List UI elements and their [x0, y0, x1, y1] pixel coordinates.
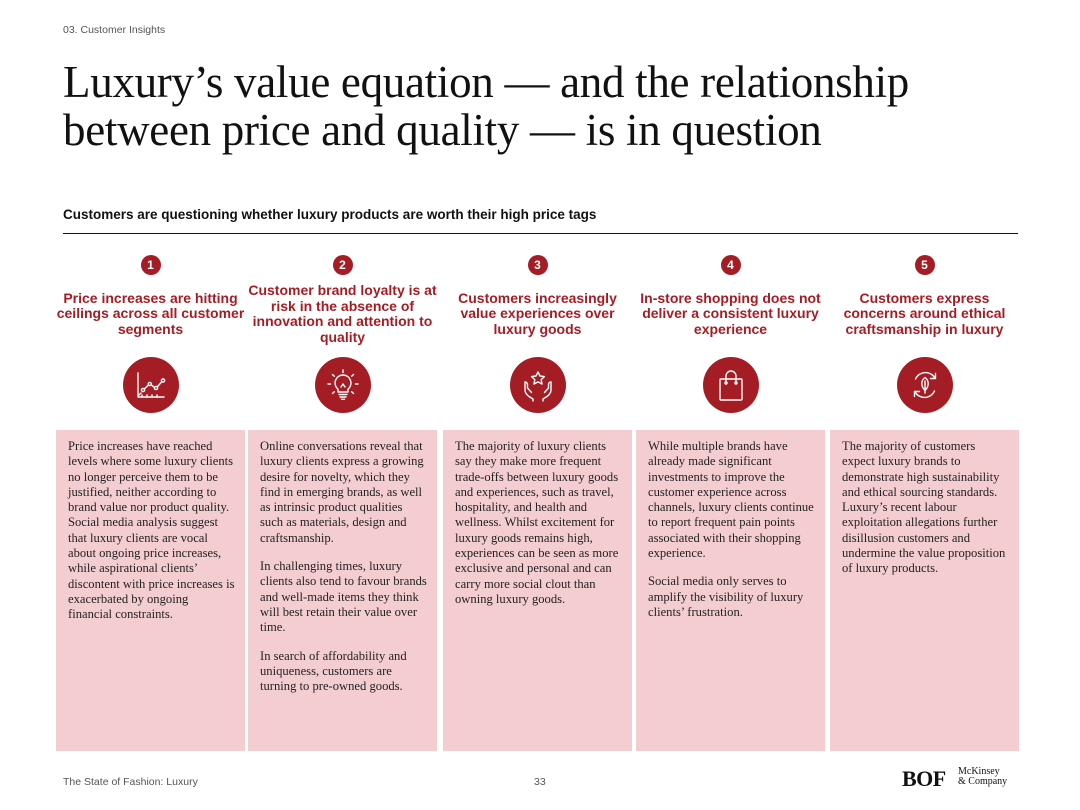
recycle-leaf-icon — [896, 357, 953, 413]
section-label: 03. Customer Insights — [63, 24, 166, 36]
card-paragraph: Online conversations reveal that luxury … — [260, 439, 424, 545]
card-paragraph: In search of affordability and uniquenes… — [260, 648, 407, 694]
card-paragraph: The majority of customers expect luxury … — [842, 439, 1006, 576]
number-badge: 4 — [720, 255, 741, 275]
number-badge: 2 — [332, 255, 353, 275]
footer-source: The State of Fashion: Luxury — [63, 776, 198, 788]
divider — [63, 233, 1018, 234]
number-badge: 5 — [914, 255, 935, 275]
insight-card: Price increases have reached levels wher… — [56, 430, 245, 751]
hands-star-icon — [509, 357, 566, 413]
insight-card: The majority of customers expect luxury … — [830, 430, 1019, 751]
page-number: 33 — [534, 776, 546, 788]
number-badge: 1 — [140, 255, 161, 275]
insight-card: While multiple brands have already made … — [636, 430, 825, 751]
page-subtitle: Customers are questioning whether luxury… — [63, 207, 597, 222]
mckinsey-logo: McKinsey & Company — [958, 766, 1008, 787]
card-paragraph: While multiple brands have already made … — [648, 439, 814, 561]
shopping-bag-icon — [702, 357, 759, 413]
card-paragraph: The majority of luxury clients say they … — [455, 439, 619, 606]
page-title: Luxury’s value equation — and the relati… — [63, 57, 909, 155]
bof-logo: BOF — [902, 766, 946, 791]
card-paragraph: Social media only serves to amplify the … — [648, 574, 804, 619]
insight-heading: Customers increasingly value experiences… — [458, 289, 617, 337]
card-paragraph: In challenging times, luxury clients als… — [260, 559, 427, 635]
insight-heading: In-store shopping does not deliver a con… — [640, 289, 821, 337]
number-badge: 3 — [527, 255, 548, 275]
insight-card: Online conversations reveal that luxury … — [248, 430, 437, 751]
insight-card: The majority of luxury clients say they … — [443, 430, 632, 751]
lightbulb-icon — [314, 357, 371, 413]
chart-icon — [122, 357, 179, 413]
insight-heading: Price increases are hitting ceilings acr… — [56, 289, 245, 337]
insight-heading: Customers express concerns around ethica… — [843, 289, 1006, 337]
insight-heading: Customer brand loyalty is at risk in the… — [248, 282, 437, 345]
card-paragraph: Price increases have reached levels wher… — [68, 439, 235, 622]
